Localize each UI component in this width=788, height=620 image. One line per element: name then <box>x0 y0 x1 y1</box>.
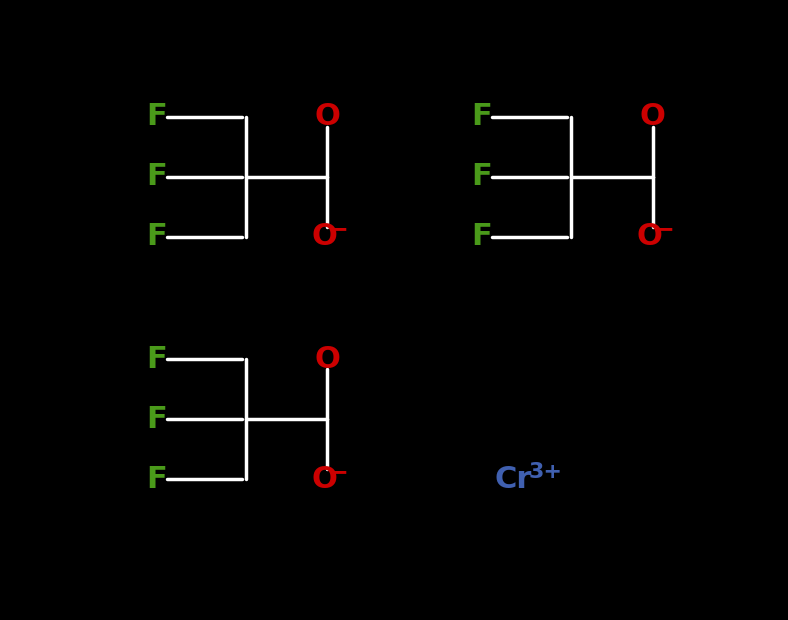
Text: O: O <box>311 223 337 251</box>
Text: F: F <box>147 102 167 131</box>
Text: −: − <box>328 459 348 484</box>
Text: Cr: Cr <box>494 465 532 494</box>
Text: 3+: 3+ <box>529 462 563 482</box>
Text: −: − <box>328 217 348 241</box>
Text: F: F <box>147 405 167 434</box>
Text: F: F <box>147 162 167 192</box>
Text: F: F <box>472 162 492 192</box>
Text: F: F <box>472 102 492 131</box>
Text: F: F <box>472 223 492 251</box>
Text: O: O <box>314 102 340 131</box>
Text: F: F <box>147 465 167 494</box>
Text: F: F <box>147 223 167 251</box>
Text: −: − <box>653 217 674 241</box>
Text: O: O <box>311 465 337 494</box>
Text: O: O <box>640 102 666 131</box>
Text: F: F <box>147 345 167 374</box>
Text: O: O <box>314 345 340 374</box>
Text: O: O <box>637 223 663 251</box>
